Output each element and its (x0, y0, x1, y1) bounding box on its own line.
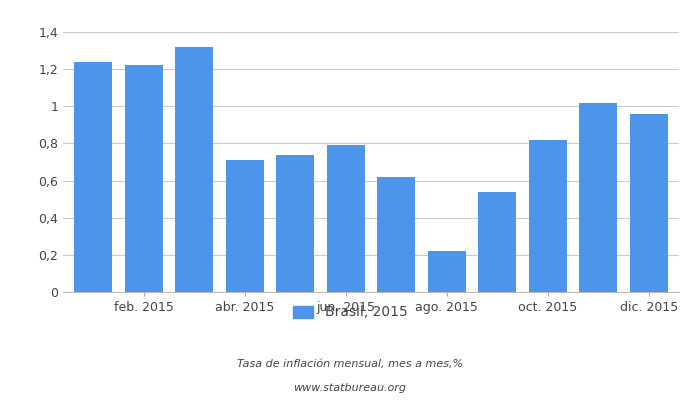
Bar (276, 154, 314, 292)
Bar (226, 160, 264, 292)
Legend: Brasil, 2015: Brasil, 2015 (287, 300, 413, 325)
Bar (528, 140, 567, 292)
Bar (630, 114, 668, 292)
Bar (327, 145, 365, 292)
Bar (377, 177, 415, 292)
Bar (175, 47, 214, 292)
Bar (74, 62, 112, 292)
Bar (580, 102, 617, 292)
Text: www.statbureau.org: www.statbureau.org (293, 383, 407, 393)
Text: Tasa de inflación mensual, mes a mes,%: Tasa de inflación mensual, mes a mes,% (237, 359, 463, 369)
Bar (478, 192, 516, 292)
Bar (125, 66, 162, 292)
Bar (428, 251, 466, 292)
